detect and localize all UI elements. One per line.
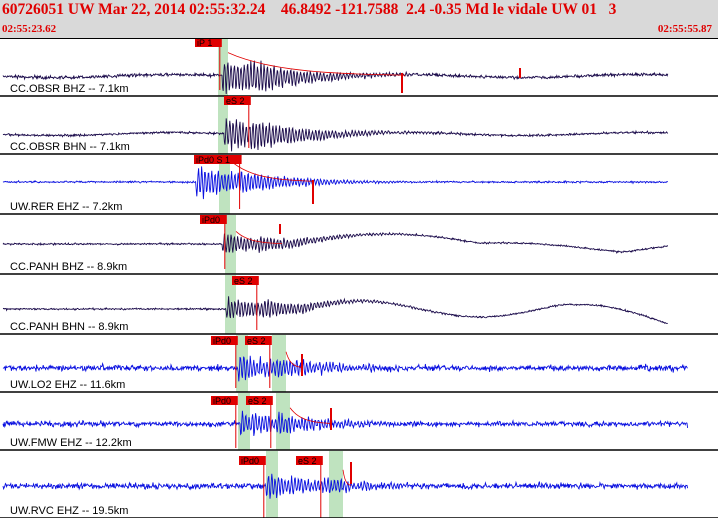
seismogram-waveform bbox=[2, 473, 689, 499]
coda-decay-curve bbox=[227, 52, 406, 76]
pick-window-highlight bbox=[238, 393, 250, 450]
window-start-time: 02:55:23.62 bbox=[2, 23, 57, 35]
trace-panel[interactable]: iP 1 CC.OBSR BHZ -- 7.1km bbox=[0, 38, 718, 97]
event-title: 60726051 UW Mar 22, 2014 02:55:32.24 46.… bbox=[2, 1, 617, 18]
coda-decay-curve bbox=[342, 469, 352, 486]
seismogram-waveform bbox=[2, 118, 669, 152]
header-bar: 60726051 UW Mar 22, 2014 02:55:32.24 46.… bbox=[0, 0, 718, 38]
phase-pick-flag[interactable]: eS 2 bbox=[232, 276, 259, 330]
seismogram-panel[interactable]: iP 1 CC.OBSR BHZ -- 7.1km eS 2 CC.OBSR BHN … bbox=[0, 38, 718, 518]
phase-pick-label: iPd0 S 1 bbox=[196, 155, 230, 165]
phase-pick-label: iPd0 bbox=[202, 215, 220, 225]
seismogram-waveform bbox=[2, 410, 689, 436]
trace-panel[interactable]: iPd0 eS 2 UW.LO2 EHZ -- 11.6km bbox=[0, 335, 718, 393]
trace-panel[interactable]: iPd0 CC.PANH BHZ -- 8.9km bbox=[0, 215, 718, 275]
trace-panel[interactable]: iPd0 eS 2 UW.RVC EHZ -- 19.5km bbox=[0, 451, 718, 518]
trace-label: UW.FMW EHZ -- 12.2km bbox=[10, 437, 132, 449]
seismogram-waveform bbox=[2, 166, 669, 200]
phase-pick-flag[interactable]: eS 2 bbox=[245, 336, 272, 388]
window-end-time: 02:55:55.87 bbox=[657, 23, 712, 35]
phase-pick-label: eS 2 bbox=[234, 276, 253, 286]
pick-window-highlight bbox=[219, 155, 230, 214]
trace-label: UW.RER EHZ -- 7.2km bbox=[10, 201, 122, 213]
trace-label: CC.PANH BHZ -- 8.9km bbox=[10, 261, 127, 273]
phase-pick-label: iPd0 bbox=[213, 336, 231, 346]
pick-window-highlight bbox=[266, 451, 278, 518]
phase-pick-flag[interactable]: eS 2 bbox=[246, 396, 273, 448]
seismogram-waveform bbox=[2, 60, 669, 95]
phase-pick-flag[interactable]: eS 2 bbox=[224, 96, 251, 148]
phase-pick-label: iP 1 bbox=[197, 38, 212, 48]
phase-pick-flag[interactable]: iP 1 bbox=[195, 38, 222, 90]
phase-pick-flag[interactable]: iPd0 bbox=[211, 396, 238, 448]
seismogram-waveform bbox=[2, 355, 688, 382]
pick-window-highlight bbox=[272, 335, 286, 392]
trace-panel[interactable]: iPd0 eS 2 UW.FMW EHZ -- 12.2km bbox=[0, 393, 718, 451]
phase-pick-flag[interactable]: iPd0 bbox=[200, 215, 227, 269]
coda-decay-curve bbox=[229, 160, 314, 182]
phase-pick-label: iPd0 bbox=[213, 396, 231, 406]
phase-pick-flag[interactable]: iPd0 bbox=[211, 336, 238, 388]
seismogram-waveform bbox=[2, 231, 669, 255]
pick-window-highlight bbox=[329, 451, 343, 518]
coda-decay-curve bbox=[289, 407, 332, 424]
trace-label: UW.RVC EHZ -- 19.5km bbox=[10, 505, 128, 517]
pick-window-highlight bbox=[218, 39, 228, 96]
trace-label: CC.OBSR BHN -- 7.1km bbox=[10, 141, 130, 153]
trace-panel[interactable]: iPd0 S 1 UW.RER EHZ -- 7.2km bbox=[0, 155, 718, 215]
phase-pick-flag[interactable]: iPd0 bbox=[239, 456, 266, 518]
trace-label: UW.LO2 EHZ -- 11.6km bbox=[10, 379, 125, 391]
phase-pick-label: eS 2 bbox=[247, 336, 266, 346]
phase-pick-flag[interactable]: iPd0 S 1 bbox=[194, 155, 242, 209]
trace-panel[interactable]: eS 2 CC.OBSR BHN -- 7.1km bbox=[0, 96, 718, 155]
coda-decay-curve bbox=[285, 351, 303, 368]
seismogram-waveform bbox=[2, 296, 668, 324]
pick-window-highlight bbox=[225, 275, 236, 334]
coda-decay-curve bbox=[235, 231, 283, 244]
phase-pick-label: iPd0 bbox=[241, 456, 259, 466]
phase-pick-label: eS 2 bbox=[298, 456, 317, 466]
pick-window-highlight bbox=[218, 97, 228, 154]
trace-panel[interactable]: eS 2 CC.PANH BHN -- 8.9km bbox=[0, 275, 718, 335]
trace-label: CC.OBSR BHZ -- 7.1km bbox=[10, 83, 129, 95]
phase-pick-label: eS 2 bbox=[226, 96, 245, 106]
phase-pick-label: eS 2 bbox=[248, 396, 267, 406]
trace-label: CC.PANH BHN -- 8.9km bbox=[10, 321, 128, 333]
phase-pick-flag[interactable]: eS 2 bbox=[296, 456, 323, 518]
